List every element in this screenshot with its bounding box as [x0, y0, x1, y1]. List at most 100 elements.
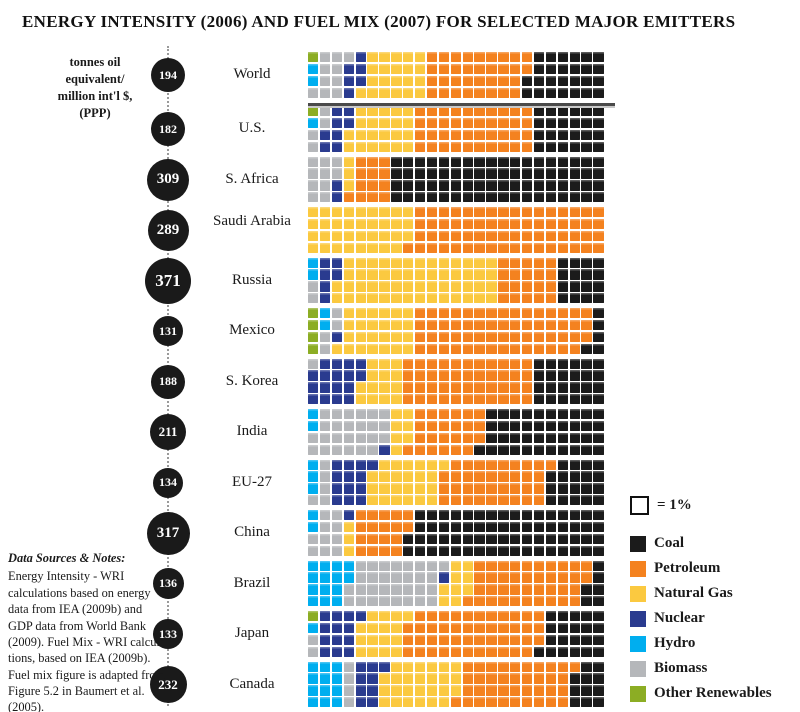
waffle-cell-petroleum: [355, 545, 366, 556]
waffle-cell-petroleum: [438, 634, 450, 646]
waffle-cell-coal: [569, 420, 580, 432]
waffle-cell-coal: [438, 156, 450, 167]
waffle-cell-nuclear: [308, 370, 319, 381]
waffle-cell-coal: [581, 63, 592, 75]
waffle-cell-natural_gas: [331, 343, 343, 354]
waffle-cell-petroleum: [450, 117, 461, 129]
waffle-cell-coal: [474, 156, 485, 167]
waffle-cell-petroleum: [438, 409, 450, 420]
waffle-cell-petroleum: [581, 242, 592, 253]
waffle-cell-biomass: [319, 106, 331, 117]
waffle-cell-petroleum: [510, 52, 521, 63]
waffle-cell-natural_gas: [415, 52, 426, 63]
waffle-cell-biomass: [331, 533, 343, 545]
waffle-cell-hydro: [331, 572, 343, 583]
waffle-cell-petroleum: [426, 382, 438, 393]
waffle-cell-natural_gas: [379, 106, 390, 117]
waffle-cell-nuclear: [331, 634, 343, 646]
waffle-cell-petroleum: [581, 308, 592, 319]
waffle-cell-petroleum: [438, 420, 450, 432]
waffle-cell-natural_gas: [426, 293, 438, 304]
waffle-cell-biomass: [343, 685, 354, 696]
waffle-cell-petroleum: [426, 87, 438, 98]
waffle-cell-natural_gas: [426, 685, 438, 696]
waffle-cell-coal: [415, 156, 426, 167]
waffle-cell-coal: [581, 370, 592, 381]
waffle-cell-biomass: [367, 409, 378, 420]
waffle-cell-biomass: [331, 168, 343, 179]
waffle-cell-petroleum: [367, 533, 378, 545]
natural_gas-swatch-icon: [630, 585, 646, 602]
waffle-cell-petroleum: [510, 141, 521, 152]
waffle-cell-petroleum: [474, 646, 485, 657]
waffle-cell-natural_gas: [450, 685, 461, 696]
waffle-cell-nuclear: [331, 459, 343, 470]
waffle-cell-petroleum: [474, 382, 485, 393]
waffle-cell-petroleum: [462, 52, 473, 63]
waffle-cell-biomass: [426, 596, 438, 607]
waffle-cell-coal: [498, 180, 509, 191]
waffle-cell-petroleum: [498, 382, 509, 393]
waffle-cell-petroleum: [486, 52, 497, 63]
waffle-cell-biomass: [319, 510, 331, 521]
waffle-cell-biomass: [308, 533, 319, 545]
waffle-cell-natural_gas: [343, 293, 354, 304]
waffle-cell-petroleum: [593, 242, 604, 253]
waffle-cell-petroleum: [438, 646, 450, 657]
waffle-cell-coal: [474, 510, 485, 521]
waffle-cell-petroleum: [522, 584, 533, 595]
waffle-cell-coal: [569, 432, 580, 444]
waffle-cell-natural_gas: [355, 634, 366, 646]
waffle-cell-petroleum: [462, 117, 473, 129]
waffle-cell-natural_gas: [474, 281, 485, 292]
waffle-cell-coal: [581, 358, 592, 369]
waffle-cell-natural_gas: [355, 230, 366, 242]
waffle-cell-natural_gas: [379, 673, 390, 684]
notes-line: Fuel mix figure is adapted from: [8, 667, 166, 682]
waffle-cell-natural_gas: [403, 117, 414, 129]
legend-label: Hydro: [654, 635, 696, 651]
country-label: Canada: [229, 675, 275, 692]
waffle-cell-petroleum: [522, 319, 533, 331]
waffle-cell-coal: [474, 192, 485, 203]
waffle-cell-coal: [426, 192, 438, 203]
waffle-cell-nuclear: [379, 444, 390, 455]
waffle-cell-petroleum: [581, 572, 592, 583]
waffle-cell-coal: [557, 521, 568, 533]
waffle-cell-natural_gas: [403, 257, 414, 268]
waffle-cell-petroleum: [379, 180, 390, 191]
waffle-cell-natural_gas: [391, 409, 402, 420]
waffle-cell-natural_gas: [403, 129, 414, 141]
waffle-cell-natural_gas: [367, 483, 378, 494]
waffle-cell-natural_gas: [367, 106, 378, 117]
waffle-cell-coal: [557, 471, 568, 482]
waffle-cell-petroleum: [438, 331, 450, 343]
waffle-cell-petroleum: [510, 483, 521, 494]
waffle-cell-biomass: [319, 420, 331, 432]
waffle-cell-petroleum: [533, 483, 545, 494]
waffle-cell-natural_gas: [403, 483, 414, 494]
waffle-cell-coal: [545, 646, 557, 657]
waffle-cell-natural_gas: [355, 622, 366, 634]
waffle-cell-petroleum: [379, 533, 390, 545]
waffle-cell-petroleum: [462, 685, 473, 696]
waffle-cell-natural_gas: [462, 560, 473, 571]
waffle-cell-petroleum: [450, 52, 461, 63]
fuel-mix-waffle: [308, 257, 604, 304]
waffle-cell-petroleum: [450, 622, 461, 634]
waffle-cell-coal: [545, 483, 557, 494]
country-row-s-korea: 188 S. Korea: [0, 358, 800, 405]
waffle-cell-petroleum: [462, 358, 473, 369]
waffle-cell-petroleum: [403, 510, 414, 521]
waffle-cell-coal: [569, 673, 580, 684]
waffle-cell-nuclear: [367, 673, 378, 684]
waffle-cell-natural_gas: [426, 495, 438, 506]
waffle-cell-natural_gas: [403, 409, 414, 420]
waffle-cell-natural_gas: [391, 331, 402, 343]
waffle-cell-coal: [581, 634, 592, 646]
waffle-cell-petroleum: [474, 52, 485, 63]
waffle-cell-petroleum: [367, 545, 378, 556]
waffle-cell-coal: [545, 382, 557, 393]
fuel-mix-waffle: [308, 308, 604, 354]
waffle-cell-petroleum: [355, 168, 366, 179]
